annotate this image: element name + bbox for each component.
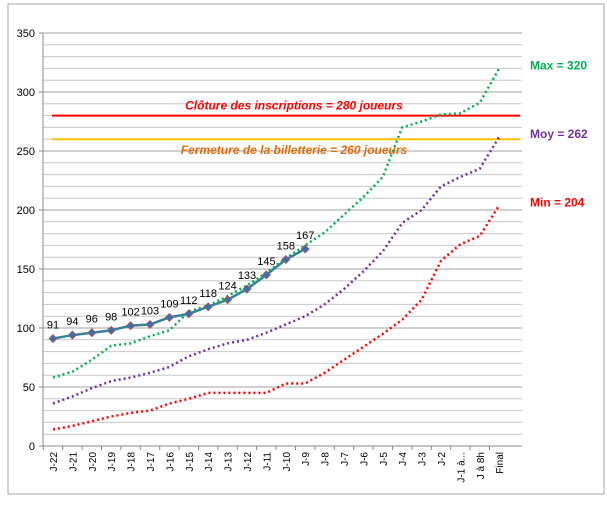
data-label: 109	[160, 298, 178, 310]
y-tick-label: 250	[17, 146, 35, 158]
x-tick-label: J-5	[379, 452, 390, 466]
x-tick-label: J-2	[437, 452, 448, 466]
data-point	[164, 312, 174, 322]
x-tick-label: J-14	[204, 452, 215, 472]
x-tick-label: J-3	[418, 452, 429, 466]
data-label: 167	[296, 230, 314, 242]
y-tick-label: 350	[17, 28, 35, 40]
data-label: 98	[105, 311, 117, 323]
data-label: 102	[121, 307, 139, 319]
data-point	[300, 244, 310, 254]
x-tick-label: J-11	[262, 452, 273, 471]
x-tick-label: J-1 à...	[456, 452, 467, 483]
reference-label: Fermeture de la billetterie = 260 joueur…	[181, 143, 408, 157]
x-tick-label: J-21	[68, 452, 79, 472]
data-label: 112	[180, 295, 198, 307]
data-label: 133	[238, 270, 256, 282]
x-tick-label: J-19	[107, 452, 118, 472]
data-point	[87, 328, 97, 338]
y-tick-label: 0	[29, 441, 35, 453]
x-tick-label: J-9	[301, 452, 312, 466]
data-label: 91	[47, 320, 59, 332]
data-point	[106, 325, 116, 335]
data-point	[145, 319, 155, 330]
end-label-min: Min = 204	[530, 195, 585, 209]
data-point	[281, 254, 291, 265]
x-tick-label: J-18	[127, 452, 138, 472]
data-label: 94	[66, 316, 78, 328]
data-point	[203, 302, 213, 312]
data-point	[223, 295, 233, 305]
x-tick-label: J-13	[224, 452, 235, 472]
data-point	[261, 270, 271, 280]
data-point	[242, 284, 252, 294]
x-tick-label: J-15	[185, 452, 196, 472]
x-tick-label: J-17	[146, 452, 157, 472]
x-tick-label: J-4	[398, 452, 409, 466]
data-point	[126, 321, 136, 331]
y-tick-label: 300	[17, 87, 35, 99]
x-tick-label: J-10	[282, 452, 293, 472]
x-tick-label: J-8	[321, 452, 332, 466]
end-label-max: Max = 320	[530, 58, 587, 72]
x-tick-label: J-16	[165, 452, 176, 472]
y-tick-label: 150	[17, 264, 35, 276]
x-tick-label: J-22	[49, 452, 60, 472]
data-label: 145	[257, 256, 275, 268]
data-point	[48, 334, 58, 344]
y-tick-label: 50	[23, 382, 35, 394]
data-label: 96	[86, 314, 98, 326]
series-line-min	[52, 204, 501, 431]
data-label: 103	[141, 305, 159, 317]
end-label-moy: Moy = 262	[530, 127, 588, 141]
data-label: 158	[277, 241, 295, 253]
x-tick-label: J-20	[88, 452, 99, 472]
x-tick-label: J-12	[243, 452, 254, 472]
y-tick-label: 200	[17, 205, 35, 217]
x-tick-label: J à 8h	[476, 452, 487, 479]
x-tick-label: J-6	[359, 452, 370, 466]
data-point	[184, 309, 194, 319]
data-label: 124	[218, 281, 236, 293]
series-line-moy	[52, 136, 501, 405]
x-tick-label: Final	[495, 452, 506, 474]
y-tick-label: 100	[17, 323, 35, 335]
reference-label: Clôture des inscriptions = 280 joueurs	[185, 99, 403, 113]
data-point	[67, 330, 77, 340]
data-label: 118	[199, 288, 217, 300]
x-tick-label: J-7	[340, 452, 351, 466]
